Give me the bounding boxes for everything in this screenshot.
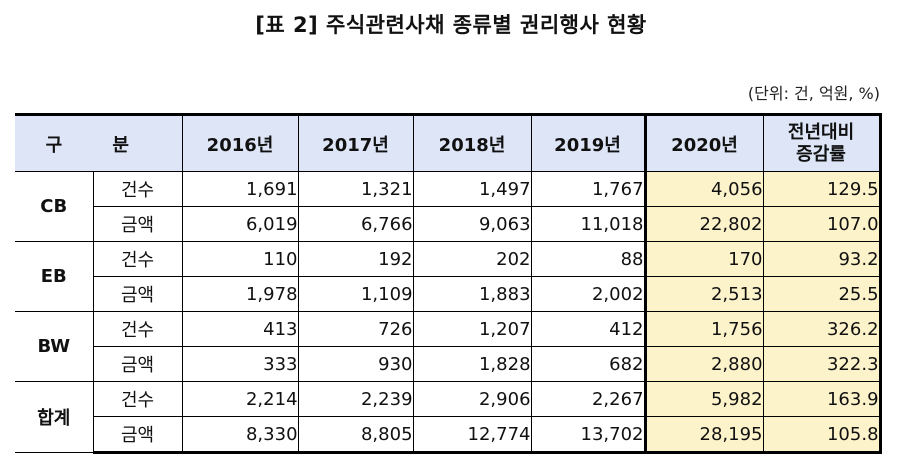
value-cell: 6,019 (181, 206, 299, 242)
value-cell: 682 (530, 346, 646, 382)
value-cell: 2,267 (530, 381, 646, 417)
header-2019: 2019년 (530, 113, 646, 172)
table-row: 금액 1,978 1,109 1,883 2,002 2,513 25.5 (15, 276, 882, 312)
value-cell: 2,906 (412, 381, 532, 417)
yoy-change-cell: 93.2 (762, 241, 882, 277)
value-cell: 28,195 (643, 416, 764, 454)
header-yoy-line2: 증감률 (796, 143, 846, 165)
value-cell: 5,982 (643, 381, 764, 417)
header-yoy-change: 전년대비 증감률 (762, 113, 882, 172)
yoy-change-cell: 107.0 (762, 206, 882, 242)
value-cell: 1,109 (297, 276, 414, 312)
value-cell: 1,756 (643, 311, 764, 347)
metric-label: 금액 (92, 206, 183, 242)
yoy-change-cell: 25.5 (762, 276, 882, 312)
value-cell: 202 (412, 241, 532, 277)
header-category: 구 분 (15, 113, 183, 172)
table-row: EB 건수 110 192 202 88 170 93.2 (15, 241, 882, 312)
value-cell: 1,828 (412, 346, 532, 382)
yoy-change-cell: 326.2 (762, 311, 882, 347)
table-row: BW 건수 413 726 1,207 412 1,756 326.2 (15, 311, 882, 382)
value-cell: 6,766 (297, 206, 414, 242)
value-cell: 2,239 (297, 381, 414, 417)
table-row: CB 건수 1,691 1,321 1,497 1,767 4,056 129.5 (15, 171, 882, 242)
yoy-change-cell: 163.9 (762, 381, 882, 417)
value-cell: 4,056 (643, 171, 764, 207)
metric-label: 금액 (92, 416, 183, 454)
metric-label: 금액 (92, 276, 183, 312)
table-row: 금액 333 930 1,828 682 2,880 322.3 (15, 346, 882, 382)
rights-exercise-table: 구 분 2016년 2017년 2018년 2019년 2020년 전년대비 증… (15, 113, 882, 454)
yoy-change-cell: 322.3 (762, 346, 882, 382)
value-cell: 8,805 (297, 416, 414, 454)
metric-label: 건수 (92, 381, 183, 417)
table-title: [표 2] 주식관련사채 종류별 권리행사 현황 (255, 13, 647, 37)
value-cell: 22,802 (643, 206, 764, 242)
value-cell: 413 (181, 311, 299, 347)
value-cell: 2,002 (530, 276, 646, 312)
value-cell: 1,691 (181, 171, 299, 207)
header-2016: 2016년 (181, 113, 299, 172)
value-cell: 2,214 (181, 381, 299, 417)
group-label: 합계 (15, 381, 94, 453)
header-2017: 2017년 (297, 113, 414, 172)
value-cell: 333 (181, 346, 299, 382)
value-cell: 170 (643, 241, 764, 277)
value-cell: 1,321 (297, 171, 414, 207)
yoy-change-cell: 105.8 (762, 416, 882, 454)
value-cell: 9,063 (412, 206, 532, 242)
value-cell: 1,978 (181, 276, 299, 312)
value-cell: 1,497 (412, 171, 532, 207)
metric-label: 금액 (92, 346, 183, 382)
value-cell: 12,774 (412, 416, 532, 454)
value-cell: 1,883 (412, 276, 532, 312)
header-2018: 2018년 (412, 113, 532, 172)
metric-label: 건수 (92, 241, 183, 277)
table-row: 금액 6,019 6,766 9,063 11,018 22,802 107.0 (15, 206, 882, 242)
metric-label: 건수 (92, 311, 183, 347)
value-cell: 2,513 (643, 276, 764, 312)
value-cell: 1,767 (530, 171, 646, 207)
value-cell: 110 (181, 241, 299, 277)
unit-note: (단위: 건, 억원, %) (747, 84, 880, 103)
value-cell: 726 (297, 311, 414, 347)
header-2020: 2020년 (643, 113, 764, 172)
header-yoy-line1: 전년대비 (787, 121, 855, 143)
value-cell: 412 (530, 311, 646, 347)
group-label: BW (15, 311, 94, 382)
value-cell: 930 (297, 346, 414, 382)
header-row: 구 분 2016년 2017년 2018년 2019년 2020년 전년대비 증… (15, 113, 882, 172)
group-label: CB (15, 171, 94, 242)
group-label: EB (15, 241, 94, 312)
value-cell: 8,330 (181, 416, 299, 454)
table-row: 금액 8,330 8,805 12,774 13,702 28,195 105.8 (15, 416, 882, 454)
value-cell: 11,018 (530, 206, 646, 242)
value-cell: 2,880 (643, 346, 764, 382)
value-cell: 13,702 (530, 416, 646, 454)
yoy-change-cell: 129.5 (762, 171, 882, 207)
value-cell: 1,207 (412, 311, 532, 347)
table-row: 합계 건수 2,214 2,239 2,906 2,267 5,982 163.9 (15, 381, 882, 453)
metric-label: 건수 (92, 171, 183, 207)
value-cell: 192 (297, 241, 414, 277)
value-cell: 88 (530, 241, 646, 277)
